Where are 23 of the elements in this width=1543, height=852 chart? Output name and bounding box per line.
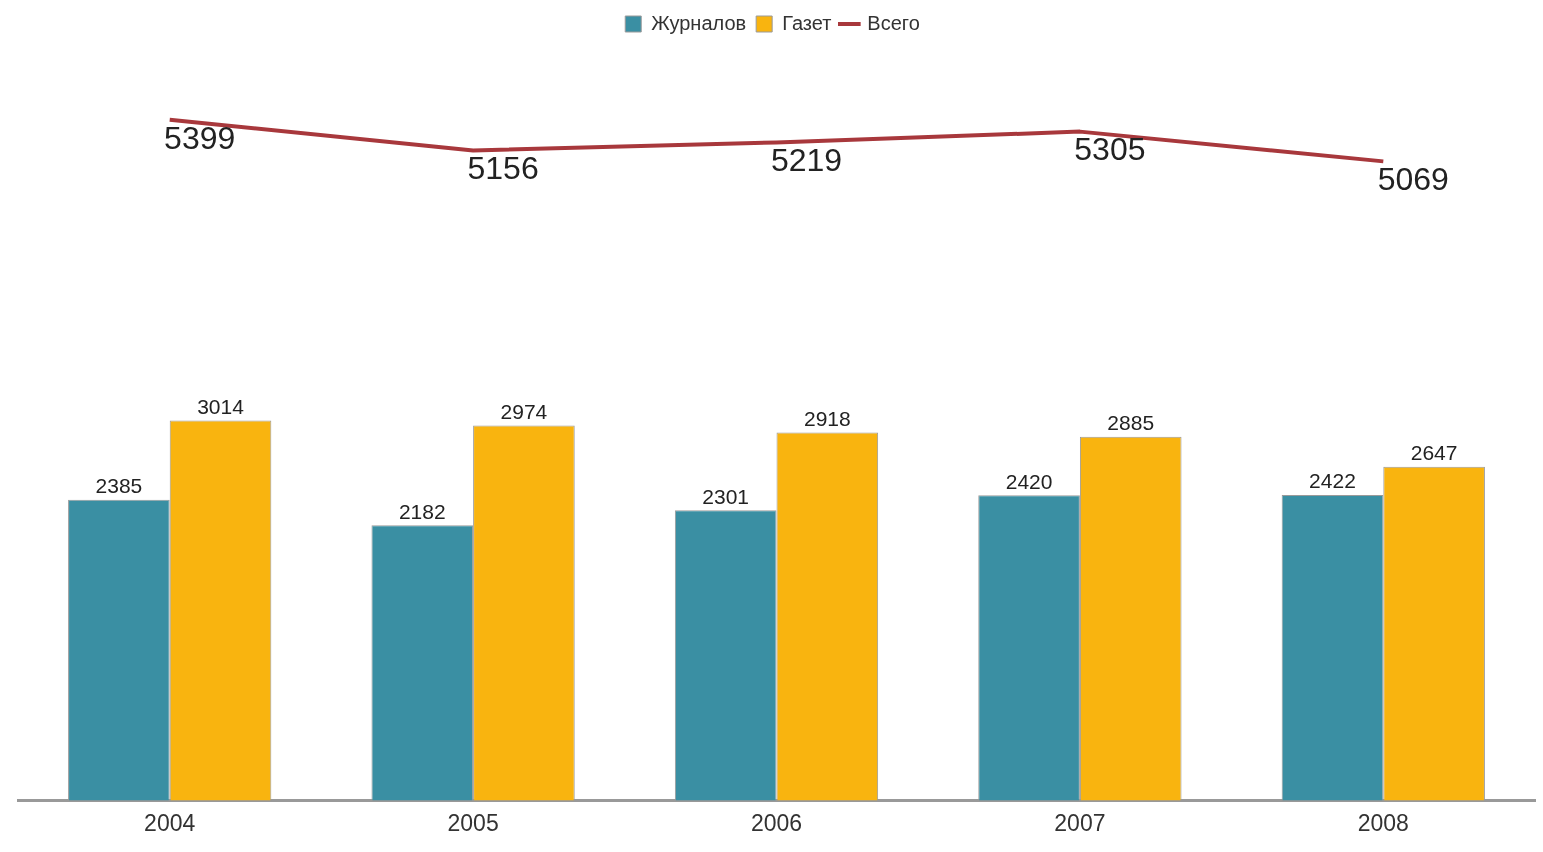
x-tick-label: 2005 xyxy=(447,809,499,836)
data-label: 2182 xyxy=(398,499,446,523)
data-label: 2385 xyxy=(95,474,143,498)
x-tick-label: 2004 xyxy=(144,809,196,836)
x-tick-label: 2006 xyxy=(750,809,803,836)
data-label: 2974 xyxy=(500,399,548,423)
x-tick-label: 2007 xyxy=(1054,809,1106,836)
data-label: 5156 xyxy=(467,150,539,187)
data-label: 5305 xyxy=(1074,131,1146,168)
data-label: 3014 xyxy=(197,394,245,418)
data-label: 2918 xyxy=(803,406,851,430)
legend-label: Журналов xyxy=(651,11,747,34)
data-label: 5219 xyxy=(770,142,843,179)
data-label: 5069 xyxy=(1377,161,1449,198)
data-label: 2647 xyxy=(1410,441,1458,464)
legend-label: Газет xyxy=(782,11,832,34)
legend-label: Всего xyxy=(867,11,920,34)
data-label: 2301 xyxy=(702,484,750,508)
data-label: 2885 xyxy=(1107,410,1155,434)
data-label: 2420 xyxy=(1005,469,1053,493)
x-tick-label: 2008 xyxy=(1357,809,1409,836)
data-label: 2422 xyxy=(1309,469,1356,493)
data-label: 5399 xyxy=(164,119,236,156)
